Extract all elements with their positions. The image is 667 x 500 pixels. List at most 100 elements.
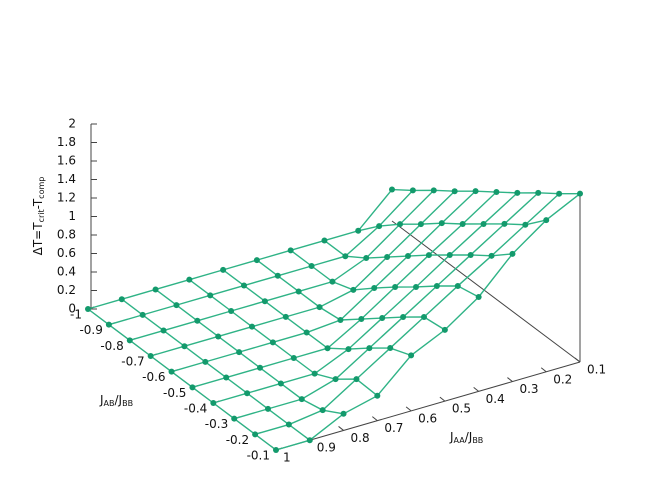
data-point: [316, 304, 323, 311]
z-tick-label: 2: [68, 117, 76, 131]
data-point: [105, 321, 112, 328]
data-point: [85, 306, 91, 312]
data-point: [430, 187, 437, 194]
data-point: [556, 190, 563, 197]
base-edge: [275, 361, 581, 451]
data-point: [223, 374, 230, 381]
data-point: [374, 392, 381, 399]
data-point: [202, 358, 209, 365]
y-tick-label: -0.5: [163, 386, 186, 400]
data-point: [480, 220, 487, 227]
data-point: [210, 400, 217, 406]
mesh-row: [108, 189, 414, 326]
x-axis-label-part: AA: [454, 436, 466, 445]
data-point: [253, 257, 260, 264]
z-tick-label: 1: [68, 209, 76, 223]
mesh-column: [391, 188, 581, 195]
data-point: [509, 250, 516, 257]
mesh-column: [290, 249, 479, 298]
data-point: [261, 298, 268, 305]
data-point: [451, 188, 458, 195]
data-point: [543, 217, 550, 224]
x-tick: [574, 357, 581, 363]
data-point: [355, 227, 362, 234]
z-tick-label: 0.4: [57, 265, 76, 279]
z-axis-label: ΔT=Tcrit-Tcomp: [31, 177, 46, 256]
x-tick-label: 0.1: [587, 363, 606, 377]
mesh-column: [188, 279, 378, 397]
data-point: [340, 410, 347, 417]
x-tick: [372, 416, 378, 422]
data-point: [522, 221, 529, 228]
data-point: [366, 345, 373, 352]
y-axis-label-part: BB: [122, 399, 133, 408]
data-point: [277, 380, 284, 387]
mesh-row: [129, 189, 435, 342]
y-axis-label-part: J: [99, 393, 104, 407]
data-point: [269, 339, 276, 346]
mesh-column: [121, 298, 311, 441]
mesh-column: [358, 219, 547, 232]
data-point: [488, 252, 495, 259]
z-tick-label: 1.6: [57, 154, 76, 168]
data-point: [405, 253, 411, 260]
data-point: [308, 263, 315, 269]
data-point: [186, 276, 193, 283]
data-point: [397, 221, 403, 228]
x-tick-label: 0.9: [317, 441, 336, 455]
data-point: [311, 370, 318, 377]
data-point: [345, 346, 352, 353]
data-point: [446, 252, 453, 259]
mesh-row: [192, 191, 497, 389]
z-axis-label-part: comp: [37, 177, 46, 199]
data-point: [194, 317, 201, 324]
data-point: [265, 405, 271, 412]
z-axis-label-part: ΔT=T: [31, 222, 45, 256]
x-tick-label: 0.6: [418, 411, 437, 425]
data-point: [207, 292, 214, 299]
y-axis-label-part: AB: [104, 399, 115, 408]
data-point: [514, 189, 521, 196]
data-point: [249, 323, 255, 330]
mesh-column: [256, 259, 446, 331]
data-point: [321, 237, 328, 244]
data-point: [438, 220, 445, 227]
data-point: [332, 376, 339, 383]
x-tick-label: 0.7: [384, 421, 403, 435]
x-tick: [439, 396, 446, 402]
data-point: [409, 187, 416, 194]
data-point: [118, 296, 125, 303]
data-point: [306, 437, 313, 444]
y-axis-label: JAB/JBB: [99, 393, 133, 408]
z-tick-label: 1.4: [57, 172, 76, 186]
x-tick-label: 0.4: [486, 392, 505, 406]
data-point: [387, 345, 394, 352]
data-point: [371, 285, 378, 292]
x-tick-label: 0.3: [519, 382, 538, 396]
x-tick-label: 0.5: [452, 402, 471, 416]
x-tick-label: 0.8: [351, 431, 370, 445]
data-point: [433, 283, 440, 289]
data-point: [215, 333, 222, 340]
data-point: [379, 315, 386, 322]
data-point: [139, 311, 146, 318]
data-point: [577, 190, 583, 197]
mesh-column: [324, 239, 513, 259]
z-tick-label: 0.8: [57, 228, 76, 242]
z-tick-label: 1.8: [57, 135, 76, 149]
x-tick: [473, 386, 479, 392]
x-axis-label-part: J: [449, 430, 454, 444]
y-tick-label: -0.9: [79, 323, 102, 337]
y-tick-label: -0.4: [184, 402, 207, 416]
data-point: [189, 384, 196, 391]
data-point: [244, 390, 251, 397]
data-point: [475, 293, 482, 300]
x-axis-label-part: BB: [472, 436, 483, 445]
z-tick-label: 1.2: [57, 191, 76, 205]
data-point: [273, 447, 279, 453]
x-tick: [540, 367, 547, 373]
data-point: [472, 188, 479, 195]
x-tick-label: 1: [283, 451, 291, 465]
data-point: [282, 313, 289, 320]
